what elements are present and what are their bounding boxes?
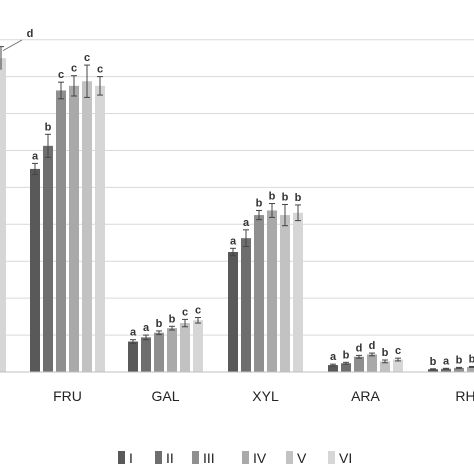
legend-swatch	[242, 451, 249, 464]
bar	[141, 337, 151, 372]
bar	[228, 252, 238, 372]
bar	[380, 361, 390, 372]
x-tick-label: FRU	[53, 388, 82, 404]
significance-label: c	[97, 64, 103, 76]
significance-label: a	[443, 355, 450, 367]
bar	[454, 367, 464, 372]
bar	[193, 320, 203, 372]
bar	[95, 85, 105, 372]
bar	[393, 359, 403, 372]
bar-series	[0, 58, 474, 373]
significance-label: b	[156, 318, 163, 330]
significance-label: b	[256, 197, 263, 209]
significance-label: b	[295, 192, 302, 204]
bar	[56, 90, 66, 372]
significance-label: c	[195, 305, 201, 317]
x-tick-label: RH	[455, 388, 474, 404]
significance-label: a	[243, 217, 250, 229]
significance-label: b	[456, 354, 463, 366]
bar	[167, 328, 177, 372]
bar	[254, 215, 264, 372]
error-bars	[0, 39, 474, 371]
bar	[180, 323, 190, 372]
significance-label: b	[269, 191, 276, 203]
significance-label: c	[84, 52, 90, 64]
x-tick-label: ARA	[351, 388, 380, 404]
bar	[367, 354, 377, 372]
legend-swatch	[192, 451, 199, 464]
x-tick-label: GAL	[151, 388, 179, 404]
bar	[280, 215, 290, 372]
legend: I II III IV V VI	[118, 450, 352, 466]
significance-label: a	[330, 351, 337, 363]
bar	[82, 81, 92, 372]
significance-label: c	[71, 63, 77, 75]
legend-swatch	[328, 451, 335, 464]
significance-label: b	[430, 356, 437, 368]
bar	[241, 238, 251, 372]
significance-label: b	[469, 353, 474, 365]
significance-label: a	[143, 322, 150, 334]
legend-label: I	[129, 450, 133, 466]
bar	[267, 210, 277, 372]
significance-label: a	[130, 327, 137, 339]
significance-label: b	[169, 313, 176, 325]
bar	[354, 356, 364, 372]
legend-label: III	[203, 450, 215, 466]
legend-swatch	[286, 451, 293, 464]
significance-label: d	[369, 340, 376, 352]
bar	[293, 212, 303, 372]
bar	[467, 366, 474, 372]
significance-label: a	[32, 150, 39, 162]
significance-label: b	[382, 347, 389, 359]
legend-swatch	[155, 451, 162, 464]
bar	[69, 85, 79, 372]
bar	[341, 363, 351, 372]
bar	[328, 365, 338, 372]
legend-label: VI	[339, 450, 352, 466]
bar	[441, 368, 451, 372]
bar	[128, 341, 138, 372]
bar	[43, 145, 53, 372]
significance-label: c	[395, 345, 401, 357]
significance-label: a	[230, 235, 237, 247]
significance-label: b	[282, 191, 289, 203]
significance-label: d	[356, 342, 363, 354]
legend-label: IV	[253, 450, 267, 466]
significance-label: d	[27, 28, 34, 40]
legend-label: V	[297, 450, 307, 466]
legend-label: II	[166, 450, 174, 466]
bar	[0, 58, 6, 373]
bar	[428, 369, 438, 372]
significance-labels: abccccaabbccaabbbbabddbcbabbbbd	[27, 28, 474, 368]
significance-label: b	[343, 349, 350, 361]
legend-swatch	[118, 451, 125, 464]
x-tick-label: XYL	[252, 388, 279, 404]
bar	[30, 168, 40, 372]
significance-label: b	[45, 121, 52, 133]
label-leader-line	[2, 39, 23, 51]
x-tick-labels: FRU GAL XYL ARA RH	[53, 388, 474, 404]
significance-label: c	[58, 69, 64, 81]
bar	[154, 332, 164, 372]
significance-label: c	[182, 306, 188, 318]
